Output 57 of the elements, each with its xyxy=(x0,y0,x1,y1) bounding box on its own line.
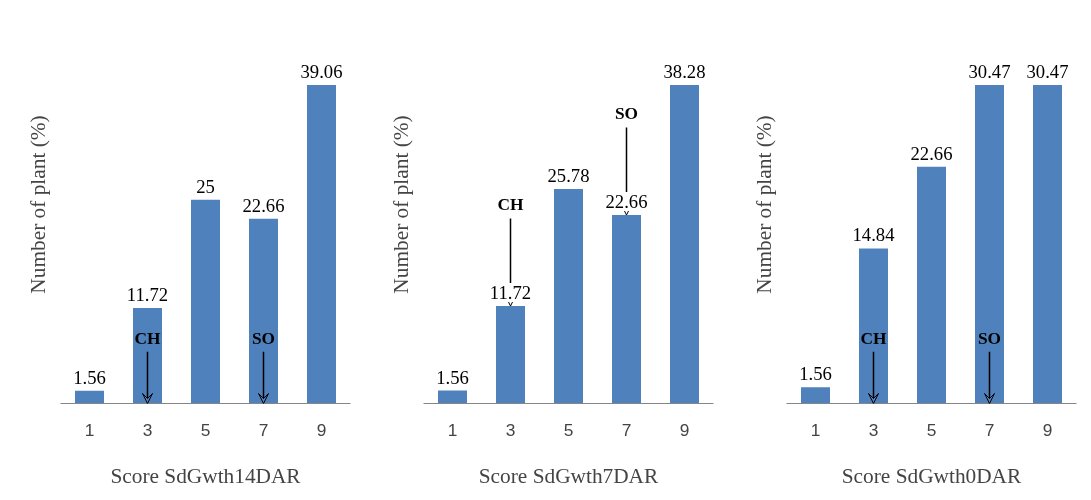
bar xyxy=(191,199,220,404)
data-label: 1.56 xyxy=(436,366,469,388)
bar xyxy=(438,390,467,404)
x-axis-title: Score SdGwth0DAR xyxy=(841,463,1023,488)
annotation: CH xyxy=(497,195,525,215)
y-axis-title: Number of plant (%) xyxy=(25,115,50,294)
bar xyxy=(1033,85,1062,404)
bar xyxy=(554,189,583,404)
bar xyxy=(801,387,830,404)
x-tick-label: 1 xyxy=(810,419,821,440)
data-label: 22.66 xyxy=(605,191,648,213)
data-label: 14.84 xyxy=(852,224,896,246)
bar xyxy=(133,307,162,404)
x-tick-label: 7 xyxy=(621,419,632,440)
data-label: 39.06 xyxy=(300,61,343,83)
data-label: 11.72 xyxy=(126,283,169,305)
x-tick-label: 9 xyxy=(1042,419,1053,440)
data-label: 25 xyxy=(196,175,215,197)
annotation: SO xyxy=(614,104,639,124)
data-label: 11.72 xyxy=(489,282,532,304)
data-label: 22.66 xyxy=(910,142,953,164)
x-tick-label: 9 xyxy=(679,419,690,440)
x-tick-label: 9 xyxy=(316,419,327,440)
data-label: 25.78 xyxy=(547,165,590,187)
bar xyxy=(917,166,946,404)
data-label: 30.47 xyxy=(1026,61,1069,83)
x-tick-label: 5 xyxy=(926,419,937,440)
data-label: 38.28 xyxy=(663,61,706,83)
y-axis-title: Number of plant (%) xyxy=(751,115,776,294)
bar xyxy=(496,306,525,404)
annotation: CH xyxy=(860,328,888,348)
x-tick-label: 7 xyxy=(258,419,269,440)
data-label: 1.56 xyxy=(73,366,106,388)
x-tick-label: 5 xyxy=(200,419,211,440)
x-tick-label: 1 xyxy=(84,419,95,440)
annotation: SO xyxy=(977,328,1002,348)
x-axis-title: Score SdGwth7DAR xyxy=(478,463,660,488)
x-axis-title: Score SdGwth14DAR xyxy=(110,463,302,488)
x-tick-label: 5 xyxy=(563,419,574,440)
bar xyxy=(75,390,104,404)
data-label: 22.66 xyxy=(242,194,285,216)
bar xyxy=(975,85,1004,404)
y-axis-title: Number of plant (%) xyxy=(388,115,413,294)
data-label: 1.56 xyxy=(799,363,832,385)
annotation: CH xyxy=(134,328,162,348)
x-tick-label: 7 xyxy=(984,419,995,440)
bar xyxy=(249,218,278,404)
x-tick-label: 1 xyxy=(447,419,458,440)
annotation: SO xyxy=(251,328,276,348)
x-tick-label: 3 xyxy=(868,419,879,440)
data-label: 30.47 xyxy=(968,61,1011,83)
bar xyxy=(859,248,888,404)
bar xyxy=(307,85,336,404)
x-tick-label: 3 xyxy=(142,419,153,440)
bar xyxy=(612,215,641,404)
x-tick-label: 3 xyxy=(505,419,516,440)
bar xyxy=(670,85,699,404)
